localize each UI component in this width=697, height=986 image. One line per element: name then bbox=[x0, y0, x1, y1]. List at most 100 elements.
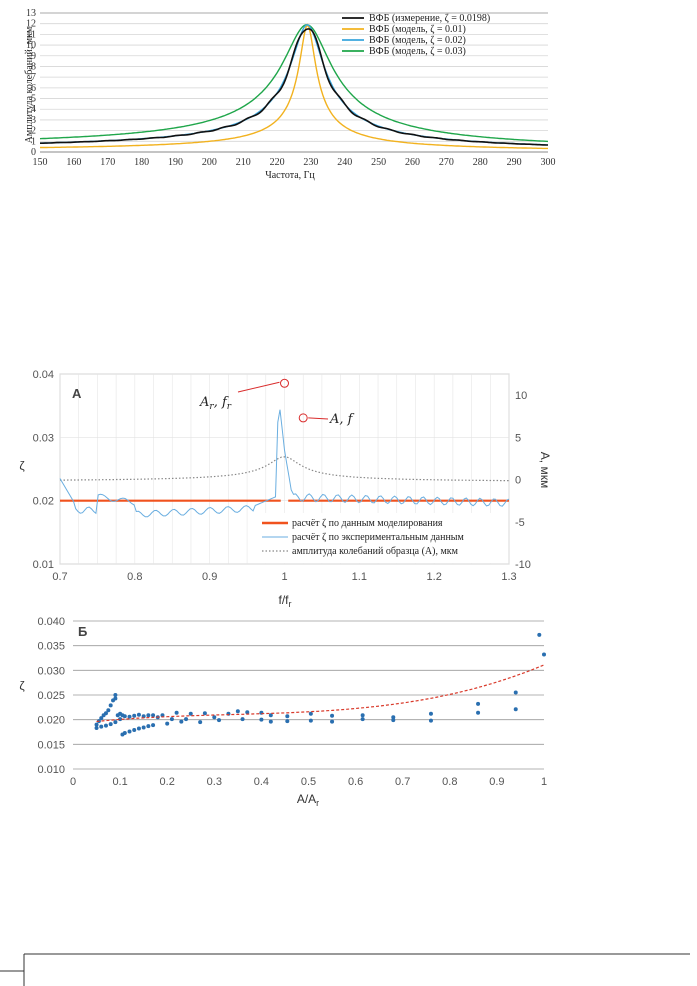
c1-ytick-label: 6 bbox=[31, 83, 36, 94]
c1-xtick-label: 170 bbox=[100, 157, 115, 168]
c3-data-point bbox=[330, 719, 335, 724]
c3-xtick-label: 0.2 bbox=[160, 776, 175, 788]
c2-ylabel-right: A, мкм bbox=[538, 452, 552, 488]
c2-legend-label: амплитуда колебаний образца (А), мкм bbox=[292, 546, 459, 557]
c3-ytick-label: 0.025 bbox=[37, 690, 65, 702]
c3-xtick-label: 0 bbox=[70, 776, 76, 788]
c3-data-point bbox=[240, 717, 245, 722]
c1-series-line bbox=[40, 28, 548, 146]
c1-xtick-label: 300 bbox=[541, 157, 556, 168]
c3-data-point bbox=[428, 711, 433, 716]
c1-ytick-label: 3 bbox=[31, 115, 36, 126]
c1-xtick-label: 180 bbox=[134, 157, 149, 168]
c1-xtick-label: 280 bbox=[473, 157, 488, 168]
c2-xtick-label: 1.1 bbox=[352, 571, 367, 583]
c2-point-marker bbox=[298, 413, 308, 423]
c1-legend-label: ВФБ (модель, ζ = 0.03) bbox=[369, 46, 466, 57]
c3-ytick-label: 0.015 bbox=[37, 739, 65, 751]
c3-data-point bbox=[132, 728, 137, 733]
c2-legend: расчёт ζ по данным моделирования расчёт ζ… bbox=[256, 513, 506, 563]
c1-xtick-label: 270 bbox=[439, 157, 454, 168]
c3-data-point bbox=[151, 713, 156, 718]
c2-xtick-label: 0.8 bbox=[127, 571, 142, 583]
c1-xtick-label: 160 bbox=[66, 157, 81, 168]
c3-data-point bbox=[113, 720, 118, 725]
c2-annotation-point: A, f bbox=[329, 412, 355, 427]
c3-data-point bbox=[476, 710, 481, 715]
c3-ytick-label: 0.035 bbox=[37, 641, 65, 653]
c1-legend-label: ВФБ (модель, ζ = 0.02) bbox=[369, 35, 466, 46]
c2-ytick-label: 0.04 bbox=[33, 369, 54, 381]
c1-ytick-label: 1 bbox=[31, 136, 36, 147]
c1-ytick-label: 4 bbox=[31, 104, 36, 115]
c3-data-point bbox=[115, 713, 120, 718]
c3-data-point bbox=[202, 711, 207, 716]
c2-experimental-zeta-line bbox=[59, 409, 510, 518]
c1-ytick-label: 8 bbox=[31, 61, 36, 72]
c3-data-point bbox=[127, 729, 132, 734]
c3-ytick-label: 0.030 bbox=[37, 665, 65, 677]
c2-ytick-right-label: 0 bbox=[515, 475, 521, 487]
c1-xtick-label: 240 bbox=[337, 157, 352, 168]
c3-data-point bbox=[94, 722, 99, 727]
c2-ytick-right-label: -10 bbox=[515, 559, 531, 571]
c3-data-point bbox=[141, 725, 146, 730]
c3-xtick-label: 1 bbox=[541, 776, 547, 788]
c1-xtick-label: 150 bbox=[33, 157, 48, 168]
c1-legend-label: ВФБ (модель, ζ = 0.01) bbox=[369, 24, 466, 35]
c2-xlabel: f/fr bbox=[278, 593, 291, 609]
c2-amplitude-line bbox=[60, 456, 509, 482]
c1-xtick-label: 190 bbox=[168, 157, 183, 168]
c3-xtick-label: 0.7 bbox=[395, 776, 410, 788]
c3-data-point bbox=[308, 718, 313, 723]
c3-data-point bbox=[113, 693, 118, 697]
c3-data-point bbox=[103, 723, 108, 728]
c3-xtick-label: 0.5 bbox=[301, 776, 316, 788]
c1-legend-label: ВФБ (измерение, ζ = 0.0198) bbox=[369, 13, 490, 24]
c1-xtick-label: 250 bbox=[371, 157, 386, 168]
c3-data-point bbox=[136, 726, 141, 731]
c1-ytick-label: 7 bbox=[31, 72, 36, 83]
c3-data-point bbox=[146, 724, 151, 729]
c3-data-point bbox=[537, 632, 542, 637]
c1-xtick-label: 210 bbox=[236, 157, 251, 168]
c3-data-point bbox=[184, 717, 189, 722]
c3-data-point bbox=[285, 714, 290, 719]
c3-data-point bbox=[141, 714, 146, 719]
c1-xtick-label: 290 bbox=[507, 157, 522, 168]
c3-data-point bbox=[217, 718, 222, 723]
c1-xtick-label: 230 bbox=[303, 157, 318, 168]
c3-data-point bbox=[268, 719, 273, 724]
c3-data-point bbox=[212, 715, 217, 720]
c3-data-point bbox=[160, 713, 165, 718]
c3-data-point bbox=[101, 713, 106, 718]
c1-ylabel: Амплитуда колебаний, мкм bbox=[24, 26, 35, 143]
c2-xtick-label: 1.3 bbox=[501, 571, 516, 583]
c2-ytick-label: 0.02 bbox=[33, 496, 54, 508]
c3-data-point bbox=[106, 708, 111, 713]
c2-ytick-right-label: -5 bbox=[515, 517, 525, 529]
c2-xtick-label: 1.2 bbox=[427, 571, 442, 583]
c3-data-point bbox=[136, 712, 141, 717]
c2-annotation-peak: Ar, fr bbox=[199, 395, 232, 412]
c3-ytick-label: 0.040 bbox=[37, 616, 65, 628]
c1-ytick-label: 5 bbox=[31, 94, 36, 105]
c3-data-point bbox=[513, 690, 518, 695]
c1-ytick-label: 0 bbox=[31, 147, 36, 158]
c3-data-point bbox=[99, 724, 104, 729]
c3-data-point bbox=[542, 652, 546, 657]
c3-xlabel: A/Ar bbox=[297, 792, 319, 808]
c3-data-point bbox=[174, 710, 179, 715]
c3-data-point bbox=[360, 713, 365, 718]
c1-xtick-label: 220 bbox=[270, 157, 285, 168]
c3-xtick-label: 0.4 bbox=[254, 776, 269, 788]
c3-data-point bbox=[122, 730, 127, 735]
c3-data-point bbox=[360, 717, 365, 722]
c1-xtick-label: 200 bbox=[202, 157, 217, 168]
c3-data-point bbox=[108, 703, 113, 708]
c1-ytick-label: 10 bbox=[26, 40, 36, 51]
c2-peak-arrow bbox=[237, 381, 280, 393]
c1-xtick-label: 260 bbox=[405, 157, 420, 168]
c1-series-line bbox=[39, 24, 549, 143]
